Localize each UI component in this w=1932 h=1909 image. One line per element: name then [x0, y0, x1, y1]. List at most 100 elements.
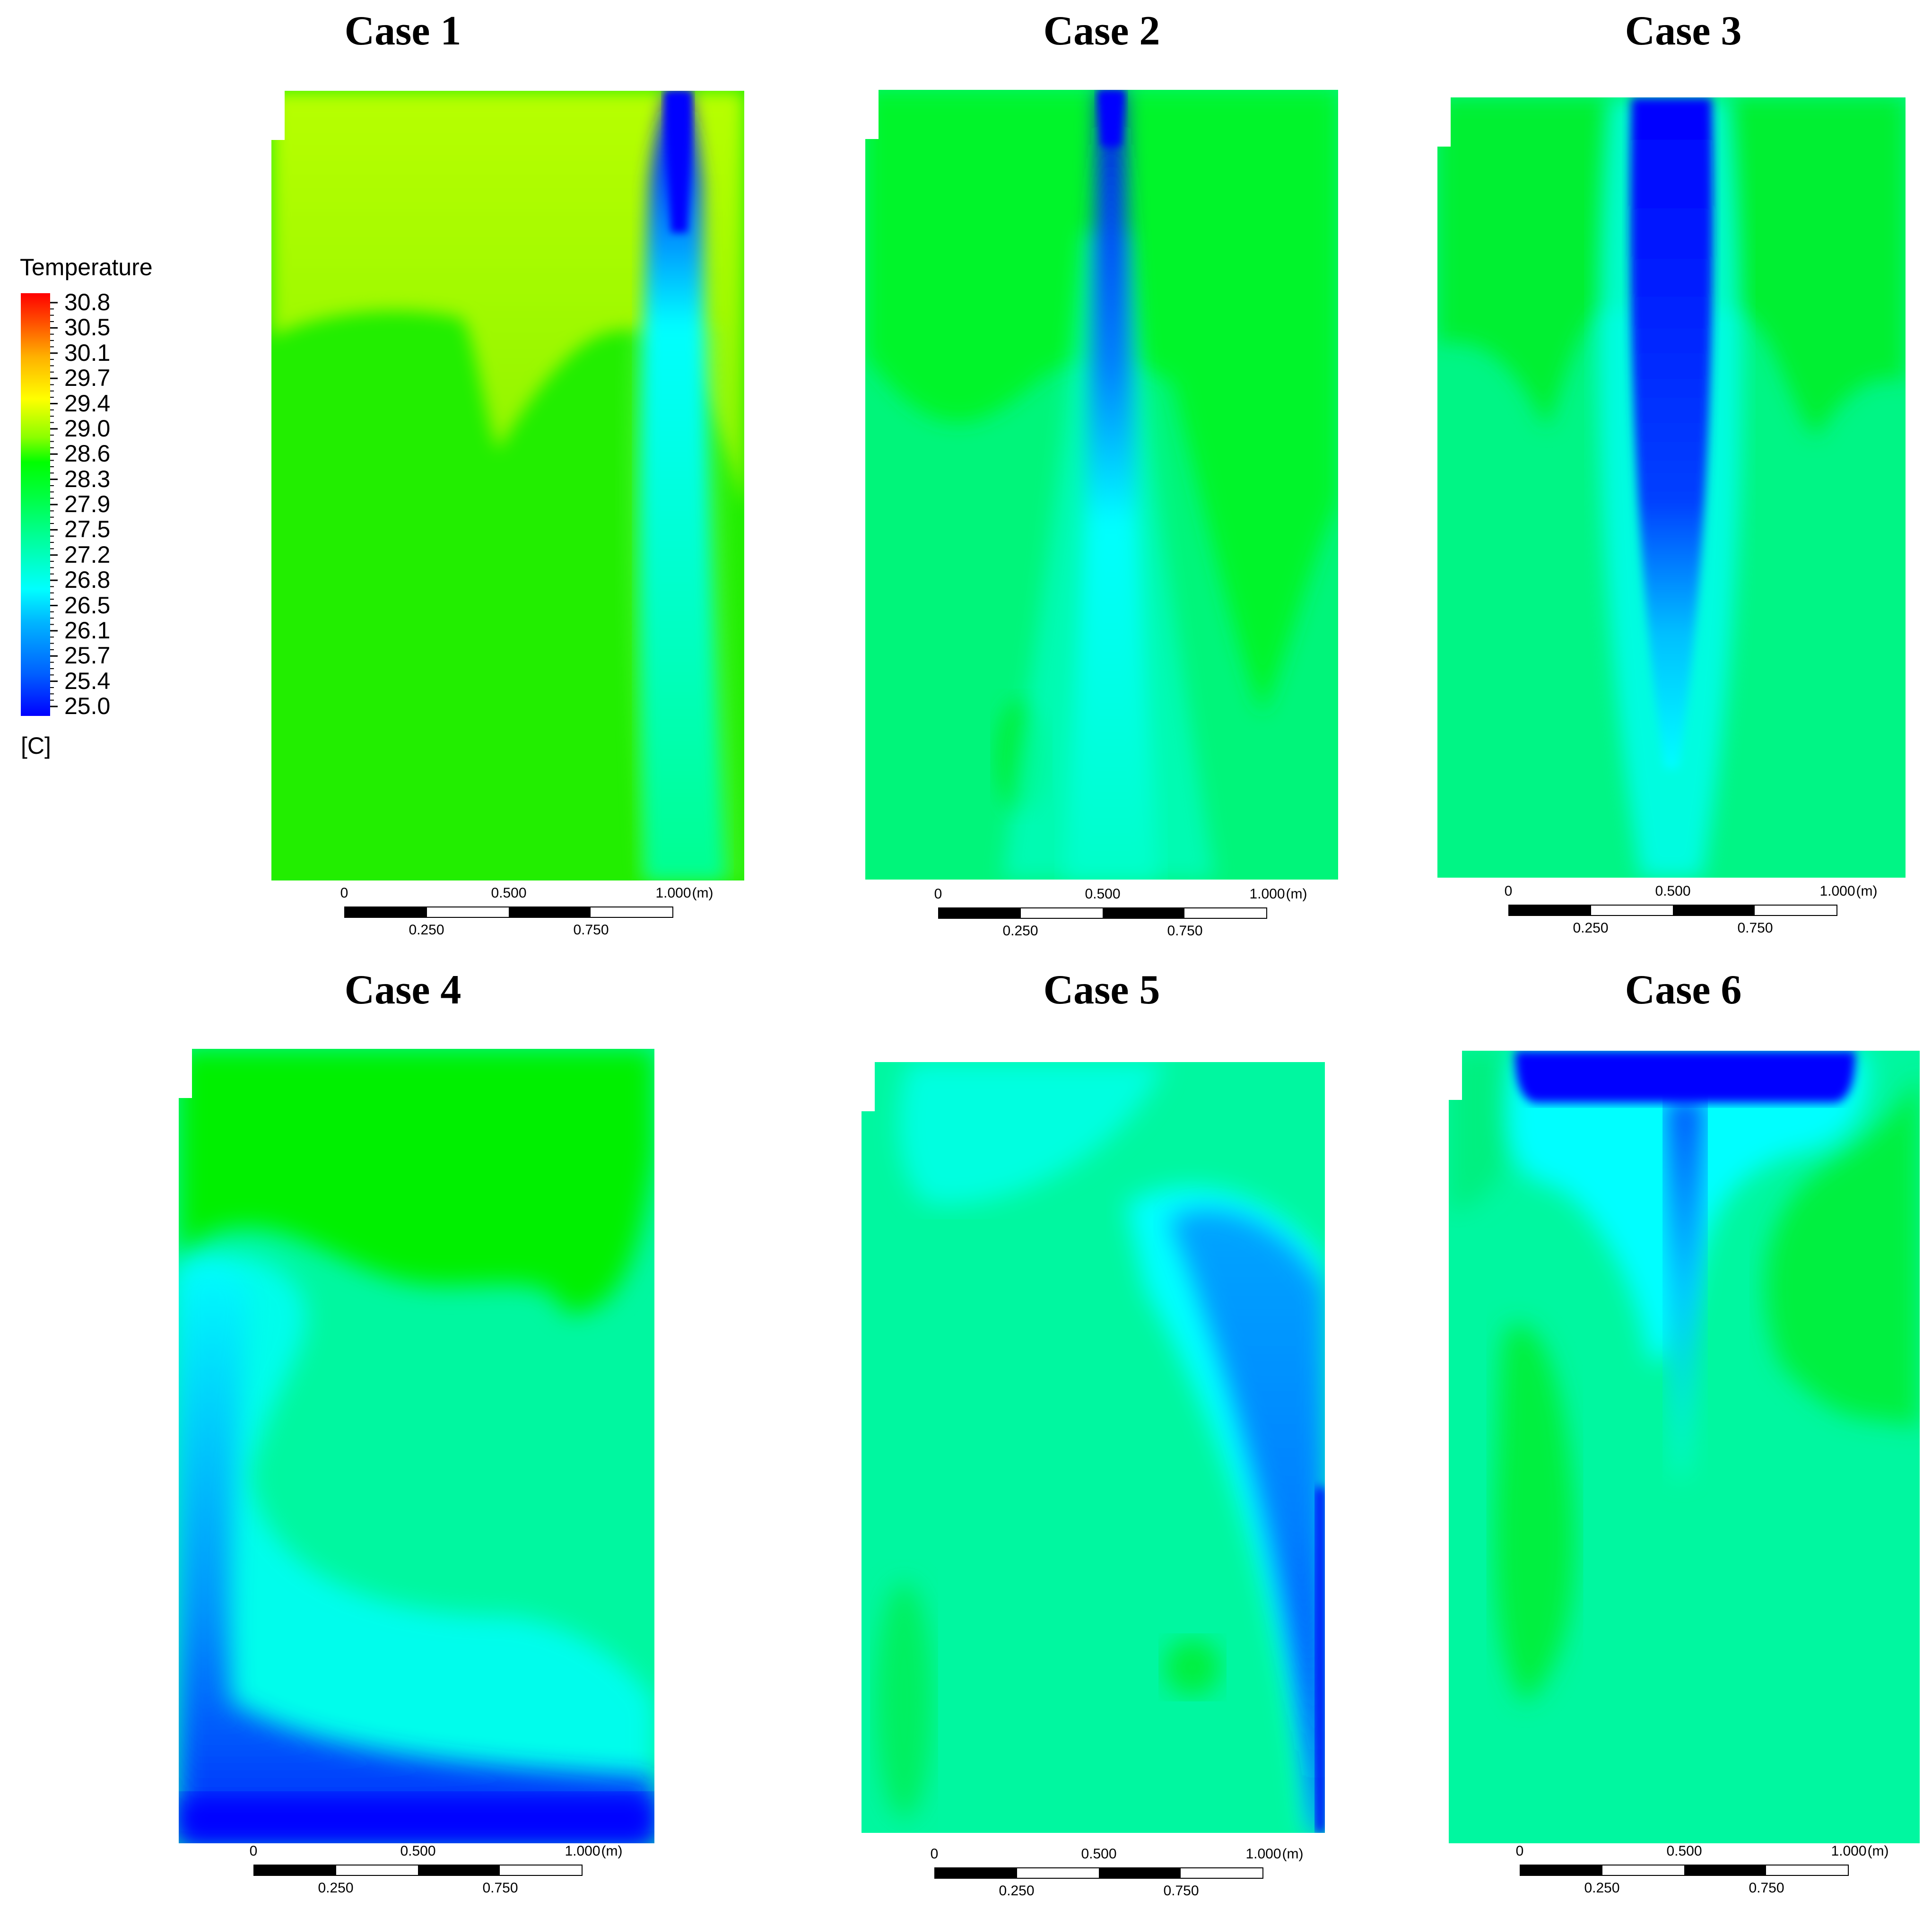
scale-label-top: (m)	[601, 1843, 623, 1859]
legend-label: 25.7	[64, 642, 111, 669]
scale-segment	[1766, 1865, 1848, 1875]
legend-colorbar	[21, 293, 50, 716]
scale-label-top: 0.500	[1085, 886, 1121, 902]
legend-label: 27.2	[64, 541, 111, 568]
scale-label-top: (m)	[1867, 1843, 1889, 1859]
scale-segment	[1755, 906, 1836, 915]
case-6-scale-bar: 0 0.500 1.000 (m) 0.250 0.750	[1516, 1843, 1889, 1905]
case-4-title: Case 4	[344, 967, 461, 1013]
scale-label-bottom: 0.750	[482, 1880, 518, 1896]
legend-label: 27.5	[64, 516, 111, 543]
scale-label-bottom: 0.250	[1573, 920, 1609, 936]
case-5-cold-wall-jet	[1169, 1210, 1325, 1833]
case-1-title: Case 1	[344, 8, 461, 54]
scale-segment	[1181, 1868, 1262, 1878]
scale-bar-segments	[938, 907, 1267, 919]
scale-label-top: 0	[930, 1846, 939, 1862]
case-1-inlet-core	[664, 91, 692, 233]
scale-segment	[1184, 908, 1266, 918]
legend-label: 30.5	[64, 314, 111, 341]
legend-label: 25.4	[64, 667, 111, 694]
scale-label-top: (m)	[1856, 883, 1878, 899]
scale-segment	[427, 907, 509, 917]
scale-label-top: 0.500	[1081, 1846, 1117, 1862]
case-3-contour	[1437, 97, 1906, 878]
case-4-region-left-wall	[179, 1261, 654, 1843]
case-1-cold-jet	[640, 91, 725, 880]
legend-label: 29.0	[64, 415, 111, 442]
scale-bar-segments	[344, 907, 673, 918]
scale-segment	[1521, 1865, 1602, 1875]
case-4-floor-inlet	[179, 1796, 654, 1843]
scale-segment	[1099, 1868, 1181, 1878]
legend-title: Temperature	[20, 254, 153, 280]
scale-segment	[1021, 908, 1103, 918]
case-2-scale-bar: 0 0.500 1.000 (m) 0.250 0.750	[934, 886, 1307, 948]
scale-label-bottom: 0.250	[409, 922, 444, 938]
scale-label-top: 1.000	[1245, 1846, 1281, 1862]
case-5-region-left-eddy	[876, 1582, 932, 1819]
scale-segment	[939, 908, 1021, 918]
case-6-contour	[1449, 1051, 1920, 1843]
scale-label-bottom: 0.250	[1002, 923, 1038, 939]
scale-segment	[1673, 906, 1755, 915]
case-3-cold-column	[1630, 97, 1713, 769]
scale-segment	[336, 1865, 418, 1875]
case-5-title: Case 5	[1043, 967, 1160, 1013]
legend-label: 30.8	[64, 289, 111, 315]
case-5-region-right-eddy	[1164, 1639, 1221, 1696]
case-6-title: Case 6	[1625, 967, 1742, 1013]
case-2-cold-jet	[1064, 90, 1158, 880]
legend-label: 26.1	[64, 617, 111, 644]
legend-unit: [C]	[21, 732, 51, 759]
case-4-region-upper-green	[179, 1049, 654, 1314]
scale-bar-segments	[1508, 905, 1837, 916]
scale-segment	[1602, 1865, 1684, 1875]
scale-segment	[935, 1868, 1017, 1878]
scale-segment	[591, 907, 672, 917]
legend-label: 26.5	[64, 592, 111, 619]
case-6-region-right-green	[1765, 1070, 1920, 1429]
scale-label-top: 0.500	[491, 885, 527, 901]
legend-label: 25.0	[64, 693, 111, 719]
case-3-scale-bar: 0 0.500 1.000 (m) 0.250 0.750	[1504, 883, 1878, 945]
case-2-inlet-core	[1097, 90, 1125, 147]
case-5-contour	[862, 1062, 1325, 1833]
case-5-wall-inlet	[1315, 1488, 1325, 1833]
case-2-title: Case 2	[1043, 8, 1160, 54]
scale-segment	[1684, 1865, 1766, 1875]
case-3-title: Case 3	[1625, 8, 1742, 54]
scale-segment	[1103, 908, 1184, 918]
scale-bar-segments	[253, 1865, 583, 1876]
scale-label-top: 0	[934, 886, 942, 902]
case-4-contour	[179, 1049, 654, 1843]
scale-label-bottom: 0.750	[1163, 1883, 1199, 1899]
scale-bar-segments	[934, 1867, 1263, 1879]
legend-label: 26.8	[64, 567, 111, 593]
scale-segment	[1591, 906, 1673, 915]
case-5-scale-bar: 0 0.500 1.000 (m) 0.250 0.750	[930, 1846, 1304, 1908]
scale-segment	[345, 907, 427, 917]
case-2-region-upper-green	[865, 90, 1338, 714]
legend-label: 29.7	[64, 365, 111, 392]
scale-label-bottom: 0.750	[1737, 920, 1773, 936]
scale-label-top: 0	[340, 885, 348, 901]
scale-label-top: 0.500	[1655, 883, 1691, 899]
scale-label-bottom: 0.750	[1167, 923, 1203, 939]
scale-label-top: 0	[249, 1843, 258, 1859]
scale-label-top: (m)	[692, 885, 714, 901]
scale-segment	[1017, 1868, 1099, 1878]
case-6-region-top-left	[1449, 1051, 1524, 1212]
case-4-region-cold-envelope	[179, 1255, 654, 1843]
case-1-region-warm-top	[271, 91, 744, 507]
scale-segment	[500, 1865, 582, 1875]
scale-label-top: 1.000	[1831, 1843, 1867, 1859]
scale-label-top: 1.000	[565, 1843, 600, 1859]
scale-label-top: 0.500	[1666, 1843, 1702, 1859]
scale-label-top: (m)	[1286, 886, 1307, 902]
scale-segment	[509, 907, 591, 917]
scale-label-bottom: 0.750	[573, 922, 609, 938]
scale-label-top: 0	[1504, 883, 1513, 899]
case-1-contour	[271, 91, 744, 880]
case-4-scale-bar: 0 0.500 1.000 (m) 0.250 0.750	[249, 1843, 623, 1905]
